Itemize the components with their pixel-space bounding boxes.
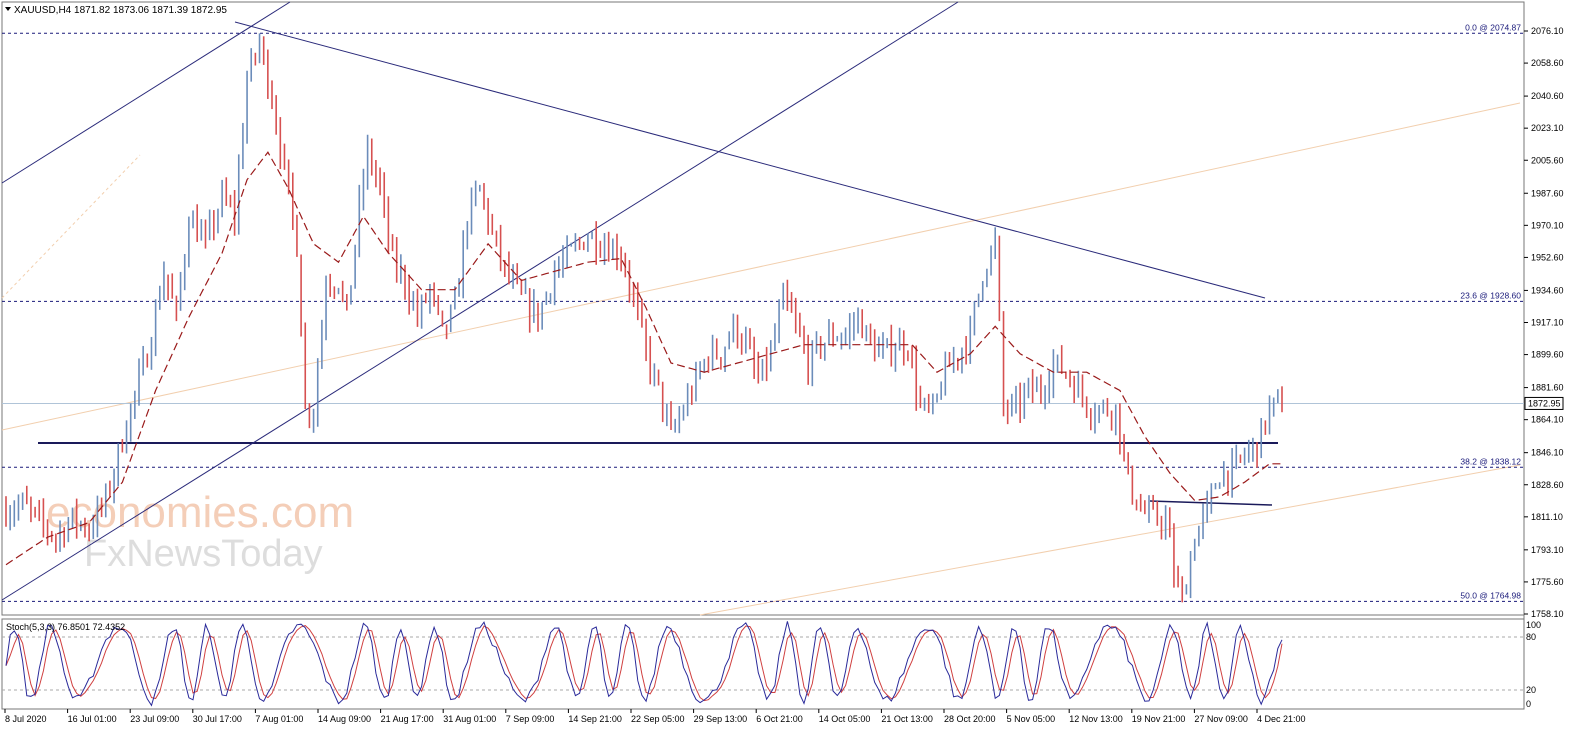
chart-header: XAUUSD,H4 1871.82 1873.06 1871.39 1872.9… <box>5 5 227 16</box>
time-axis: 8 Jul 2020 16 Jul 01:00 23 Jul 09:00 30 Jul… <box>4 709 1306 724</box>
price-tick-label: 1970.10 <box>1531 220 1564 230</box>
stoch-label: Stoch(5,3,3) 76.8501 72.4352 <box>6 622 125 632</box>
trendlines[interactable] <box>1 1 1266 601</box>
stoch-tick-100: 100 <box>1526 620 1541 630</box>
stoch-tick-80: 80 <box>1526 632 1536 642</box>
price-tick-label: 1758.10 <box>1531 609 1564 619</box>
price-tick-label: 2076.10 <box>1531 26 1564 36</box>
price-tick-label: 2023.10 <box>1531 123 1564 133</box>
time-tick-label: 7 Aug 01:00 <box>255 714 303 724</box>
time-tick-label: 31 Aug 01:00 <box>443 714 496 724</box>
price-tick-label: 1917.10 <box>1531 318 1564 328</box>
time-tick-label: 14 Aug 09:00 <box>318 714 371 724</box>
watermark-line2: FxNewsToday <box>84 533 323 575</box>
time-tick-label: 28 Oct 20:00 <box>944 714 996 724</box>
time-tick-label: 21 Aug 17:00 <box>381 714 434 724</box>
price-tick-label: 1828.60 <box>1531 480 1564 490</box>
time-tick-label: 14 Oct 05:00 <box>819 714 871 724</box>
price-tick-label: 2005.60 <box>1531 155 1564 165</box>
time-tick-label: 5 Nov 05:00 <box>1007 714 1056 724</box>
fib-label: 0.0 @ 2074.87 <box>1465 22 1521 32</box>
time-tick-label: 19 Nov 21:00 <box>1132 714 1186 724</box>
current-price-label: 1872.95 <box>1524 396 1564 410</box>
watermark-line1: economies.com <box>46 488 354 537</box>
price-tick-label: 1899.60 <box>1531 350 1564 360</box>
upper-channel-trendline <box>1 1 291 184</box>
time-tick-label: 16 Jul 01:00 <box>68 714 117 724</box>
fib-lines[interactable]: 0.0 @ 2074.87 23.6 @ 1928.60 38.2 @ 1838.1… <box>2 22 1524 602</box>
fib-label: 23.6 @ 1928.60 <box>1460 290 1521 300</box>
time-tick-label: 6 Oct 21:00 <box>756 714 803 724</box>
channel-dotted-line <box>1 154 141 299</box>
svg-text:1872.95: 1872.95 <box>1528 398 1561 408</box>
price-tick-label: 1881.60 <box>1531 383 1564 393</box>
dropdown-arrow-icon <box>5 7 11 11</box>
stoch-main-line <box>5 621 1283 707</box>
time-tick-label: 12 Nov 13:00 <box>1069 714 1123 724</box>
moving-average-line <box>5 151 1282 566</box>
stoch-tick-20: 20 <box>1526 685 1536 695</box>
price-tick-label: 1793.10 <box>1531 545 1564 555</box>
price-tick-label: 1811.10 <box>1531 512 1563 522</box>
fib-label: 38.2 @ 1838.12 <box>1460 456 1521 466</box>
stoch-tick-0: 0 <box>1526 699 1531 709</box>
time-tick-label: 4 Dec 21:00 <box>1257 714 1306 724</box>
price-tick-label: 1952.60 <box>1531 252 1564 262</box>
symbol-line: XAUUSD,H4 1871.82 1873.06 1871.39 1872.9… <box>14 5 227 16</box>
time-tick-label: 8 Jul 2020 <box>5 714 47 724</box>
price-tick-label: 1987.60 <box>1531 188 1564 198</box>
time-tick-label: 22 Sep 05:00 <box>631 714 685 724</box>
stoch-signal-line <box>5 625 1283 702</box>
channel-lower-line <box>699 464 1521 616</box>
channel-upper-line <box>1 102 1521 431</box>
time-tick-label: 14 Sep 21:00 <box>568 714 622 724</box>
price-tick-label: 2040.60 <box>1531 91 1564 101</box>
fib-label: 50.0 @ 1764.98 <box>1460 590 1521 600</box>
stochastic-pane-border <box>1 618 1525 710</box>
time-tick-label: 30 Jul 17:00 <box>193 714 242 724</box>
time-tick-label: 7 Sep 09:00 <box>506 714 555 724</box>
watermark: economies.com FxNewsToday <box>46 488 354 575</box>
stochastic-indicator: Stoch(5,3,3) 76.8501 72.4352 100 80 20 0 <box>2 620 1541 709</box>
falling-trendline <box>234 21 1266 299</box>
time-tick-label: 27 Nov 09:00 <box>1194 714 1248 724</box>
price-tick-label: 1864.10 <box>1531 415 1564 425</box>
price-tick-label: 1775.60 <box>1531 577 1564 587</box>
time-tick-label: 21 Oct 13:00 <box>881 714 933 724</box>
rising-trendline <box>1 1 959 601</box>
channel-lines[interactable] <box>1 102 1521 616</box>
time-tick-label: 29 Sep 13:00 <box>694 714 748 724</box>
candles <box>5 33 1283 603</box>
price-tick-label: 2058.60 <box>1531 58 1564 68</box>
price-tick-label: 1846.10 <box>1531 448 1564 458</box>
time-tick-label: 23 Jul 09:00 <box>130 714 179 724</box>
price-tick-label: 1934.60 <box>1531 285 1564 295</box>
price-axis: 2076.10 2058.60 2040.60 2023.10 2005.60 1987.… <box>1524 26 1564 619</box>
